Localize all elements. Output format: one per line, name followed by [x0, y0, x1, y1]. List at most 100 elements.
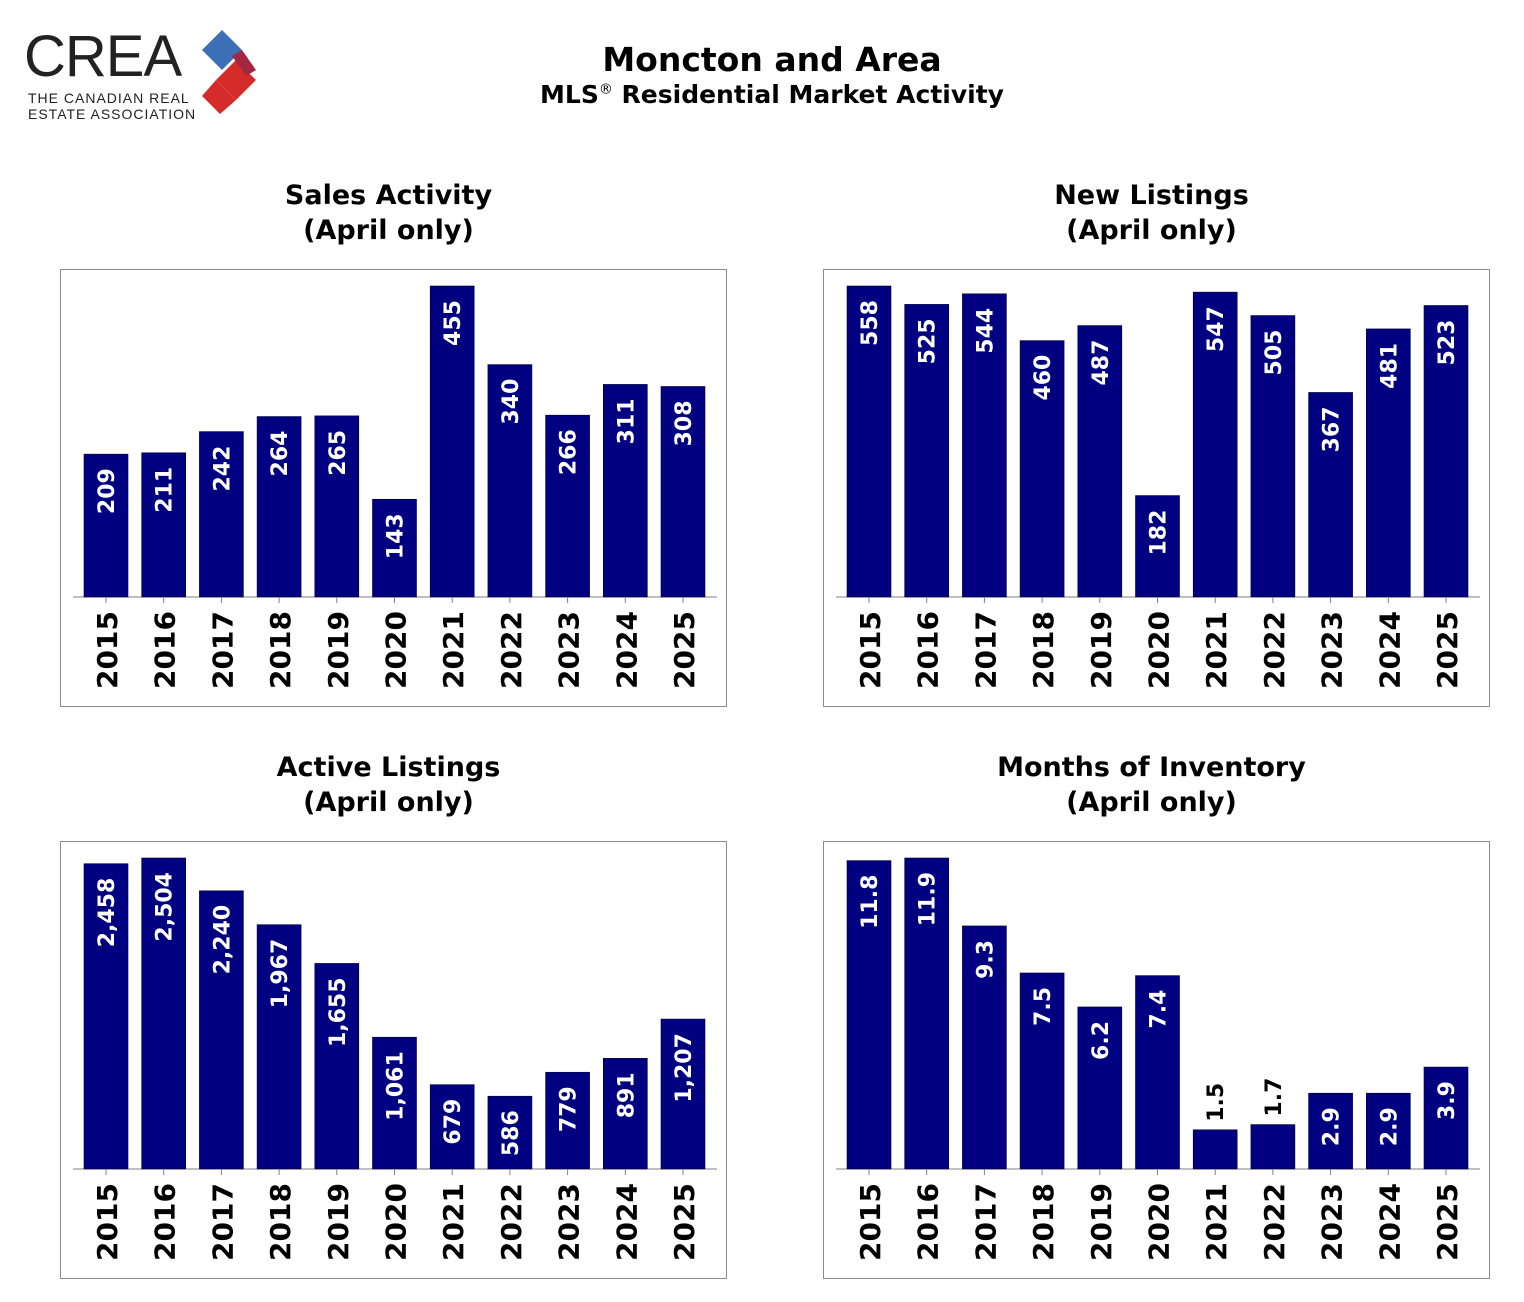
data-label: 558 — [858, 300, 883, 346]
data-label: 308 — [672, 400, 697, 446]
bar-2020 — [372, 498, 417, 598]
bar-2017 — [199, 890, 244, 1170]
x-tick-label: 2018 — [1027, 611, 1060, 689]
subtitle-prefix: MLS — [540, 80, 599, 109]
x-tick-label: 2018 — [264, 611, 297, 689]
x-tick-label: 2024 — [1373, 1183, 1406, 1261]
bar-2017 — [199, 431, 244, 598]
data-label: 340 — [499, 379, 524, 425]
data-label: 266 — [557, 429, 582, 475]
x-tick-label: 2022 — [495, 611, 528, 689]
x-tick-label: 2023 — [1316, 611, 1349, 689]
bar-2023 — [1308, 392, 1353, 598]
bar-2021 — [1192, 1129, 1238, 1170]
data-label: 209 — [95, 468, 120, 514]
bar-2021 — [429, 285, 475, 598]
x-tick-label: 2016 — [912, 1183, 945, 1261]
x-tick-label: 2019 — [1085, 611, 1118, 689]
bar-2025 — [660, 386, 706, 598]
bar-2015 — [846, 860, 892, 1170]
x-tick-label: 2021 — [1200, 1183, 1233, 1261]
data-label: 242 — [210, 446, 235, 492]
bar-2022 — [1250, 315, 1296, 598]
x-tick-label: 2021 — [1200, 611, 1233, 689]
chart-subtitle: (April only) — [303, 215, 474, 246]
data-label: 679 — [441, 1099, 466, 1145]
chart-title: New Listings — [1054, 180, 1249, 211]
bar-2015 — [83, 453, 129, 598]
bar-2016 — [904, 304, 949, 598]
active-listings-chart: 2,458 2015 2,504 2016 2,240 2017 1,967 2018 1,65… — [73, 857, 717, 1261]
x-tick-label: 2019 — [322, 611, 355, 689]
data-label: 547 — [1204, 306, 1229, 352]
data-label: 891 — [614, 1072, 639, 1118]
page-subtitle: MLS® Residential Market Activity — [0, 80, 1524, 109]
x-tick-label: 2015 — [854, 611, 887, 689]
data-label: 264 — [268, 431, 293, 477]
bar-2022 — [1250, 1124, 1296, 1170]
registered-mark: ® — [598, 81, 613, 98]
chart-title: Months of Inventory — [997, 752, 1306, 783]
x-tick-label: 2018 — [264, 1183, 297, 1261]
bar-2020 — [1135, 975, 1180, 1170]
x-tick-label: 2024 — [610, 1183, 643, 1261]
data-label: 1.7 — [1262, 1078, 1287, 1117]
logo-diamond-icon — [202, 30, 256, 114]
data-label: 2,458 — [95, 878, 120, 948]
x-tick-label: 2020 — [380, 1183, 413, 1261]
data-label: 1.5 — [1204, 1083, 1229, 1122]
data-label: 7.5 — [1031, 987, 1056, 1026]
bar-2019 — [1077, 1006, 1123, 1170]
x-tick-label: 2016 — [912, 611, 945, 689]
sales-activity-chart: 209 2015 211 2016 242 2017 264 2018 265 2019 143 20… — [73, 285, 717, 689]
x-tick-label: 2022 — [495, 1183, 528, 1261]
logo-wordmark: CREA — [24, 24, 182, 89]
months-of-inventory-chart: 11.8 2015 11.9 2016 9.3 2017 7.5 2018 6.2 2019 7.4… — [836, 857, 1480, 1261]
data-label: 1,967 — [268, 939, 293, 1009]
x-tick-label: 2020 — [1143, 1183, 1176, 1261]
x-tick-label: 2024 — [610, 611, 643, 689]
data-label: 460 — [1031, 355, 1056, 401]
chart-subtitle: (April only) — [1066, 787, 1237, 818]
subtitle-suffix: Residential Market Activity — [612, 80, 1004, 109]
x-tick-label: 2017 — [969, 1183, 1002, 1261]
data-label: 7.4 — [1147, 990, 1172, 1029]
data-label: 544 — [973, 308, 998, 354]
x-tick-label: 2019 — [322, 1183, 355, 1261]
bar-2017 — [962, 925, 1007, 1170]
bar-2020 — [372, 1036, 417, 1170]
chart-title: Sales Activity — [284, 180, 493, 211]
data-label: 505 — [1262, 330, 1287, 376]
data-label: 487 — [1089, 340, 1114, 386]
data-label: 2.9 — [1377, 1107, 1402, 1146]
bar-2018 — [1019, 340, 1065, 598]
data-label: 3.9 — [1435, 1081, 1460, 1120]
logo-tagline-line-1: THE CANADIAN REAL — [28, 90, 190, 106]
x-tick-label: 2015 — [91, 1183, 124, 1261]
x-tick-label: 2021 — [437, 1183, 470, 1261]
data-label: 1,655 — [326, 977, 351, 1047]
x-tick-label: 2016 — [149, 611, 182, 689]
bar-2018 — [256, 924, 302, 1170]
bar-2021 — [429, 1084, 475, 1170]
x-tick-label: 2023 — [553, 611, 586, 689]
x-tick-label: 2025 — [1431, 1183, 1464, 1261]
data-label: 1,207 — [672, 1033, 697, 1103]
data-label: 1,061 — [384, 1051, 409, 1121]
x-tick-label: 2015 — [91, 611, 124, 689]
x-tick-label: 2015 — [854, 1183, 887, 1261]
data-label: 367 — [1320, 406, 1345, 452]
bar-2018 — [1019, 972, 1065, 1170]
bar-2025 — [660, 1018, 706, 1170]
data-label: 2.9 — [1320, 1107, 1345, 1146]
data-label: 265 — [326, 430, 351, 476]
x-tick-label: 2020 — [1143, 611, 1176, 689]
bar-2016 — [141, 452, 186, 598]
bar-2023 — [1308, 1092, 1353, 1170]
data-label: 11.8 — [858, 875, 883, 929]
bar-2018 — [256, 416, 302, 598]
x-tick-label: 2025 — [668, 1183, 701, 1261]
chart-frame: 558 2015 525 2016 544 2017 460 2018 487 2019 182 20… — [823, 269, 1490, 707]
bar-2024 — [1365, 328, 1411, 598]
data-label: 525 — [916, 318, 941, 364]
